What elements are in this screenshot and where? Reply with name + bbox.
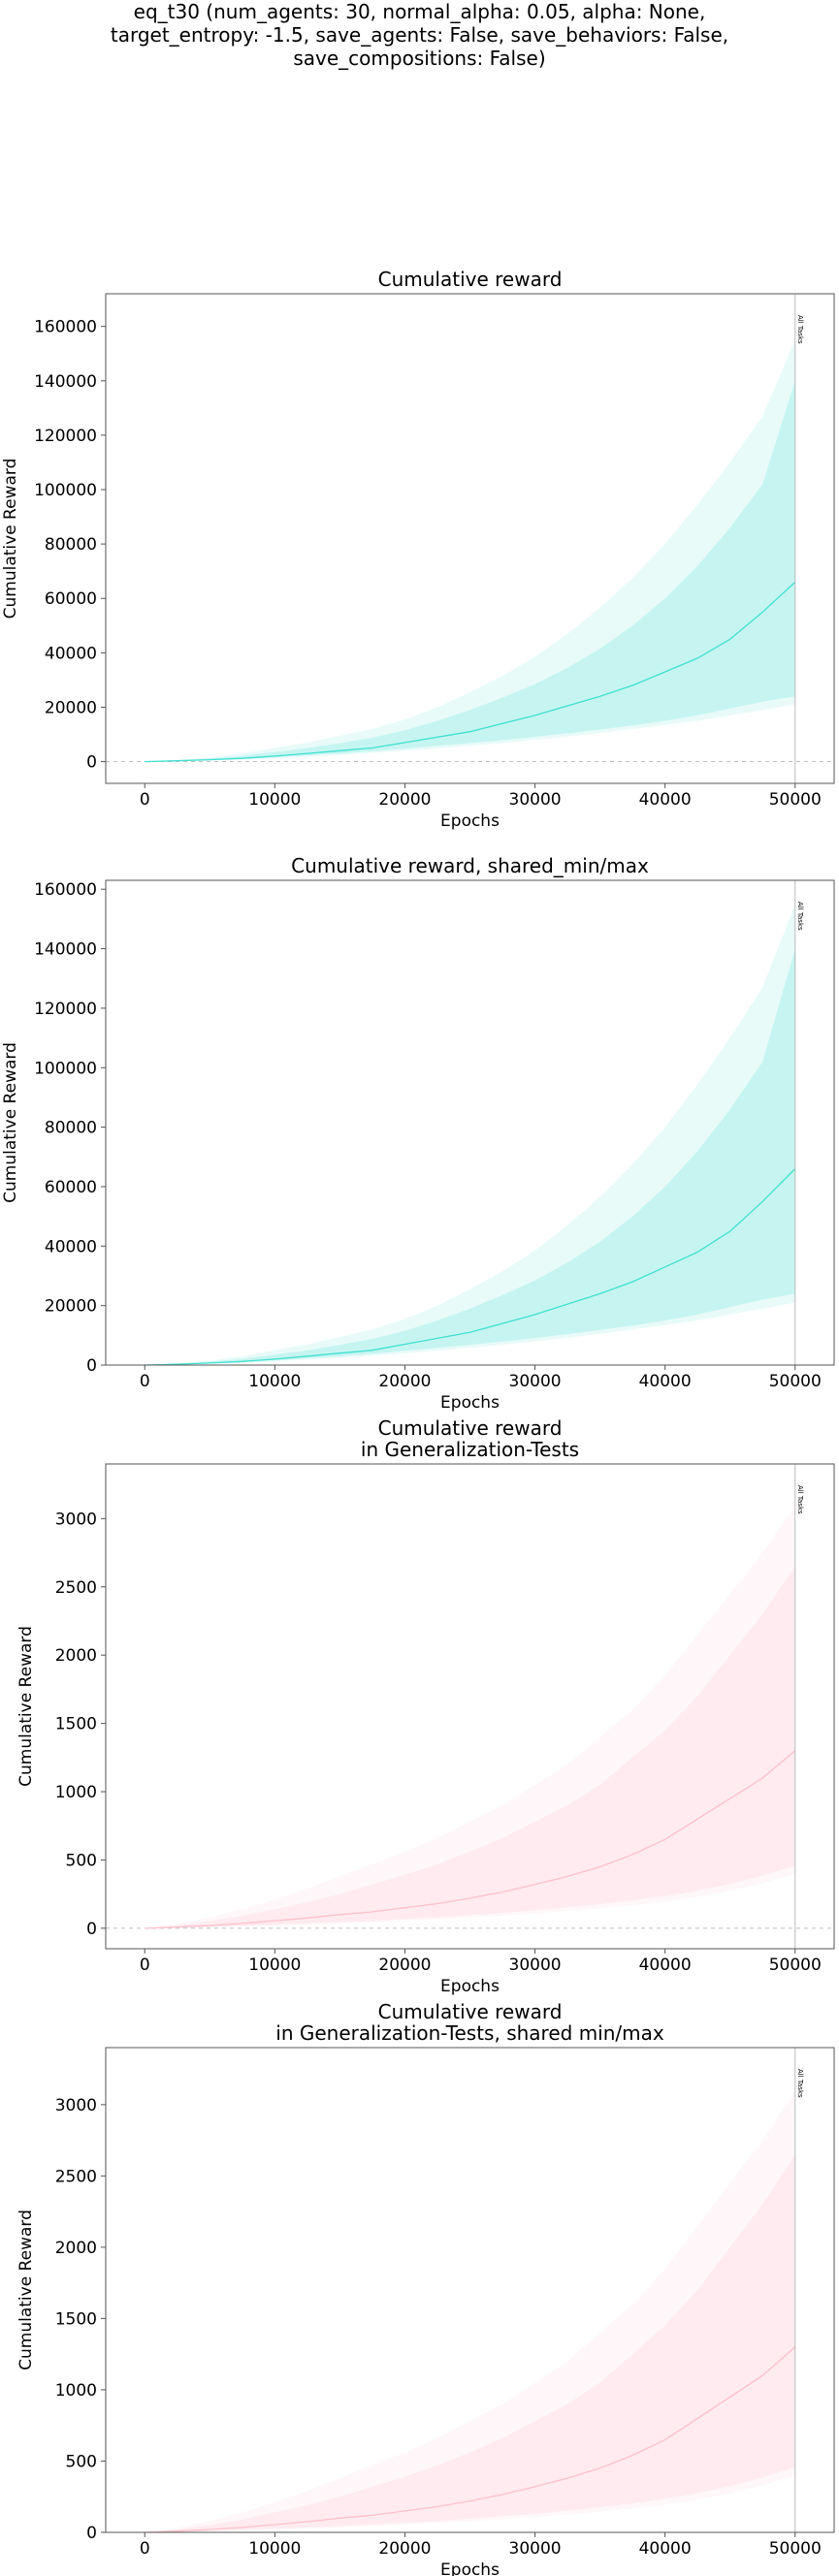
x-tick-label: 20000 [378,790,431,810]
task-boundary-label: All Tasks [796,315,804,344]
mean-line [145,1750,796,1929]
x-axis-label: Epochs [440,1977,500,1996]
x-tick-label: 10000 [248,1956,301,1975]
inner-range-band [145,2154,795,2532]
x-tick-label: 0 [140,2539,150,2559]
y-axis-label: Cumulative Reward [16,2210,36,2370]
x-tick-label: 10000 [248,790,301,810]
y-tick-label: 1500 [55,2309,97,2329]
chart-title: in Generalization-Tests [361,1438,579,1461]
y-tick-label: 0 [86,1356,97,1376]
chart-title: in Generalization-Tests, shared min/max [275,2021,664,2045]
y-tick-label: 140000 [34,372,97,392]
mean-line [145,1168,796,1366]
y-tick-label: 160000 [34,880,97,900]
outer-range-band [145,1505,795,1928]
y-tick-label: 100000 [34,481,97,500]
outer-range-band [145,2090,795,2532]
y-tick-label: 160000 [34,318,97,337]
y-tick-label: 500 [66,2452,97,2471]
task-boundary-label: All Tasks [796,1485,804,1514]
x-tick-label: 50000 [769,1372,822,1391]
x-tick-label: 0 [140,790,150,810]
x-tick-label: 20000 [378,2539,431,2559]
y-tick-label: 140000 [34,940,97,960]
y-tick-label: 40000 [45,644,97,663]
y-tick-label: 0 [86,2524,97,2543]
y-axis-label: Cumulative Reward [1,1042,20,1203]
y-tick-label: 2500 [55,2167,97,2186]
y-tick-label: 1500 [55,1715,97,1734]
mean-line [145,581,796,763]
y-tick-label: 2500 [55,1578,97,1598]
y-tick-label: 500 [66,1851,97,1870]
chart-title: Cumulative reward [378,1416,563,1440]
y-tick-label: 1000 [55,2381,97,2401]
x-tick-label: 0 [140,1956,150,1975]
x-tick-label: 30000 [509,1372,562,1391]
outer-range-band [145,339,795,762]
y-tick-label: 2000 [55,2239,97,2258]
plot-frame [105,2047,835,2533]
y-tick-label: 3000 [55,2096,97,2115]
task-boundary-label: All Tasks [796,2069,804,2098]
y-tick-label: 20000 [45,698,97,717]
suptitle-line: eq_t30 (num_agents: 30, normal_alpha: 0.… [133,0,706,23]
y-tick-label: 80000 [45,535,97,555]
y-tick-label: 0 [86,1920,97,1939]
y-tick-label: 60000 [45,1178,97,1197]
mean-line [145,2346,796,2533]
x-axis-label: Epochs [440,811,500,831]
x-tick-label: 40000 [639,1956,692,1975]
x-tick-label: 20000 [378,1372,431,1391]
chart-2: Cumulative reward, shared_min/max All Tas… [1,854,835,1413]
outer-range-band [145,904,795,1365]
x-tick-label: 50000 [769,790,822,810]
x-tick-label: 50000 [769,1956,822,1975]
x-tick-label: 10000 [248,2539,301,2559]
y-tick-label: 40000 [45,1237,97,1256]
chart-title: Cumulative reward [378,2000,563,2023]
y-tick-label: 120000 [34,1000,97,1019]
task-boundary-label: All Tasks [796,902,804,931]
plot-frame [105,1463,835,1950]
y-tick-label: 1000 [55,1783,97,1802]
plot-frame [105,293,835,784]
x-tick-label: 40000 [639,2539,692,2559]
plot-frame [105,879,835,1366]
figure-suptitle: eq_t30 (num_agents: 30, normal_alpha: 0.… [0,0,839,70]
y-axis-label: Cumulative Reward [1,459,20,620]
chart-title: Cumulative reward [378,268,563,291]
y-axis-label: Cumulative Reward [16,1626,36,1787]
y-tick-label: 2000 [55,1646,97,1666]
x-tick-label: 30000 [509,1956,562,1975]
suptitle-line: target_entropy: -1.5, save_agents: False… [110,23,729,47]
x-axis-label: Epochs [440,1393,500,1413]
x-tick-label: 30000 [509,2539,562,2559]
inner-range-band [145,948,795,1365]
suptitle-line: save_compositions: False) [293,47,546,70]
x-tick-label: 50000 [769,2539,822,2559]
y-tick-label: 0 [86,753,97,773]
y-tick-label: 60000 [45,589,97,609]
x-tick-label: 40000 [639,1372,692,1391]
y-tick-label: 80000 [45,1119,97,1138]
inner-range-band [145,380,795,762]
y-tick-label: 20000 [45,1297,97,1317]
chart-1: Cumulative reward All Tasks 0 10000 20000 300… [1,268,835,831]
inner-range-band [145,1566,795,1928]
chart-title: Cumulative reward, shared_min/max [291,854,649,877]
y-tick-label: 3000 [55,1510,97,1529]
x-tick-label: 10000 [248,1372,301,1391]
x-axis-label: Epochs [440,2560,500,2576]
y-tick-label: 120000 [34,427,97,446]
x-tick-label: 40000 [639,790,692,810]
x-tick-label: 20000 [378,1956,431,1975]
x-tick-label: 30000 [509,790,562,810]
y-tick-label: 100000 [34,1059,97,1078]
x-tick-label: 0 [140,1372,150,1391]
